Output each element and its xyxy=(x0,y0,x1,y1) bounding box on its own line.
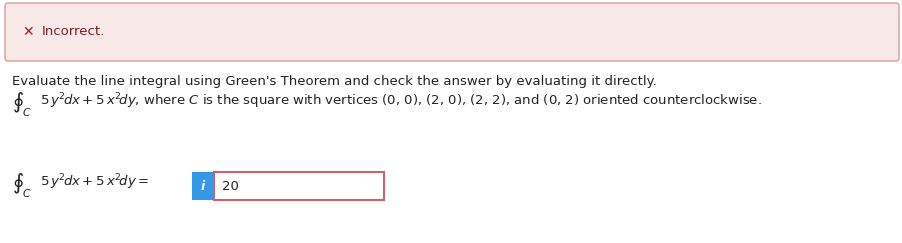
Text: $\oint_C$: $\oint_C$ xyxy=(12,172,32,200)
Text: 20: 20 xyxy=(222,180,239,192)
Bar xyxy=(214,172,384,200)
Text: $5\,y^2\!dx + 5\,x^2\!dy$, where $C$ is the square with vertices (0, 0), (2, 0),: $5\,y^2\!dx + 5\,x^2\!dy$, where $C$ is … xyxy=(40,91,762,111)
Text: Incorrect.: Incorrect. xyxy=(42,26,106,38)
Text: $\oint_C$: $\oint_C$ xyxy=(12,91,32,119)
Text: ✕: ✕ xyxy=(23,25,33,39)
Text: $5\,y^2\!dx + 5\,x^2\!dy =$: $5\,y^2\!dx + 5\,x^2\!dy =$ xyxy=(40,172,149,192)
Text: Evaluate the line integral using Green's Theorem and check the answer by evaluat: Evaluate the line integral using Green's… xyxy=(12,75,657,87)
Bar xyxy=(192,172,214,200)
FancyBboxPatch shape xyxy=(5,3,899,61)
Text: i: i xyxy=(201,180,205,192)
